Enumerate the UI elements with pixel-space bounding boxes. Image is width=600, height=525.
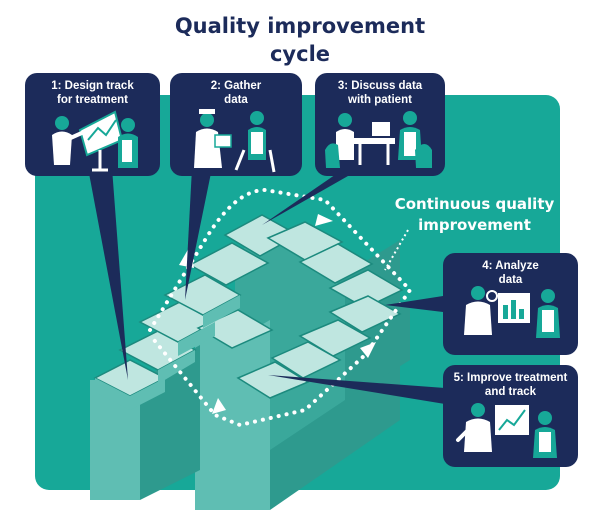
step-2-line-2: data [224,94,248,106]
step-3-line-1: 3: Discuss data [337,80,423,92]
pointer-step-4 [385,296,443,312]
pointer-step-3 [262,168,362,225]
step-4-label: 4: Analyze data [443,253,578,293]
continuous-line-2: improvement [418,216,531,234]
step-tile [236,361,310,399]
step-2-label: 2: Gather data [170,73,302,113]
step-4-line-1: 4: Analyze [482,260,539,272]
step-2-line-1: 2: Gather [210,80,262,92]
title-line-1: Quality improvement [174,14,426,38]
step-3-label: 3: Discuss data with patient [315,73,445,113]
arrow-down-icon [360,342,376,358]
step-tile [328,269,404,309]
lower-steps [196,295,402,399]
step-tile [188,242,270,286]
diagram-title: Quality improvement cycle [0,12,600,68]
step-tile [270,341,342,379]
continuous-line-1: Continuous quality [394,195,555,213]
left-pillar-front [90,380,140,500]
step-side-shading [95,295,240,410]
staircase-structure [90,214,410,510]
discuss-data-illustration [325,111,432,168]
analyze-data-illustration [464,286,560,338]
pointer-step-5 [268,375,445,404]
descending-steps [266,221,404,309]
step-1-label: 1: Design track for treatment [25,73,160,113]
step-4-line-2: data [498,274,523,286]
continuous-improvement-label: Continuous quality improvement [392,194,557,236]
improve-treatment-illustration [456,403,557,458]
inner-wall [235,225,345,450]
bubble-pointers [88,168,445,404]
step-tile [298,243,374,284]
step-1-line-1: 1: Design track [51,80,134,92]
gather-data-illustration [194,109,276,173]
design-track-illustration [52,110,138,172]
step-5-line-2: and track [484,386,537,398]
pillar-front-face [195,320,270,510]
arrow-left-icon [212,398,226,414]
cycle-path [148,187,413,428]
step-3-line-2: with patient [348,94,412,106]
step-1-line-2: for treatment [57,94,128,106]
title-line-2: cycle [269,42,331,66]
pointer-step-1 [88,168,128,380]
arrow-right-icon [315,214,333,226]
pointer-step-2 [185,168,212,300]
step-5-line-1: 5: Improve treatment [453,372,568,384]
step-tile [328,295,402,333]
step-5-label: 5: Improve treatment and track [443,365,578,405]
